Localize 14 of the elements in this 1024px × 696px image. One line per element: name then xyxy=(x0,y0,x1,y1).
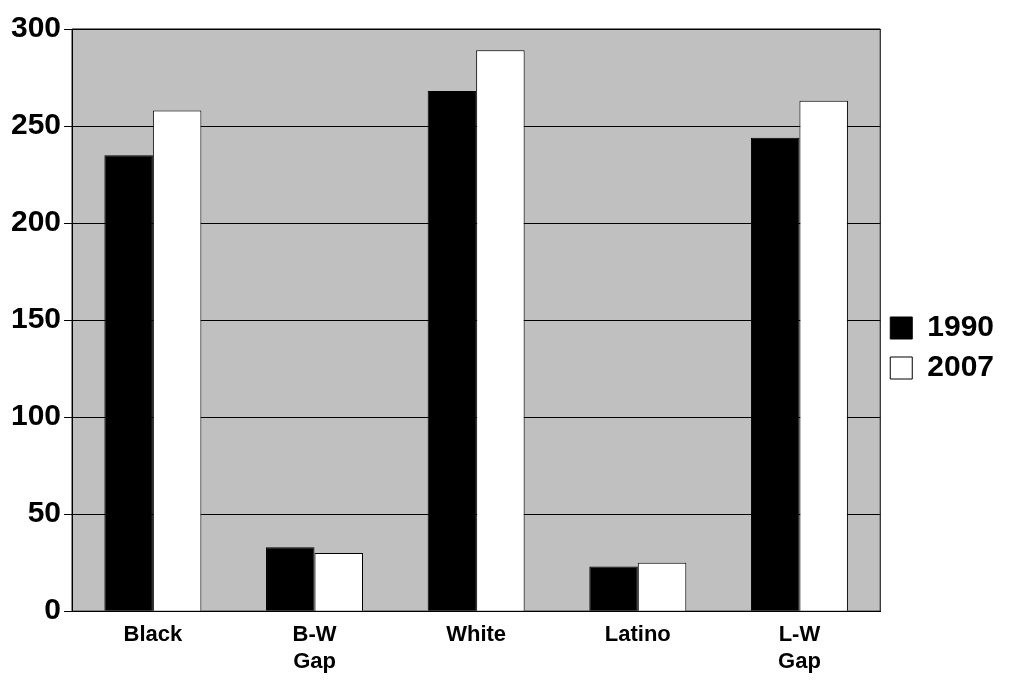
y-tick-label: 50 xyxy=(27,495,62,529)
y-tick-label: 150 xyxy=(10,301,62,335)
x-tick-label: Latino xyxy=(604,621,671,647)
legend-label: 1990 xyxy=(927,309,995,343)
y-tick-label: 250 xyxy=(10,107,62,141)
y-tick-label: 0 xyxy=(44,592,62,626)
y-tick-label: 300 xyxy=(10,10,62,44)
x-tick-label: L-W Gap xyxy=(778,621,821,673)
x-tick-label: White xyxy=(446,621,507,647)
y-tick-label: 200 xyxy=(10,204,62,238)
x-tick-label: Black xyxy=(123,621,183,647)
legend-label: 2007 xyxy=(927,349,995,383)
y-tick-label: 100 xyxy=(10,398,62,432)
x-tick-label: B-W Gap xyxy=(292,621,337,673)
